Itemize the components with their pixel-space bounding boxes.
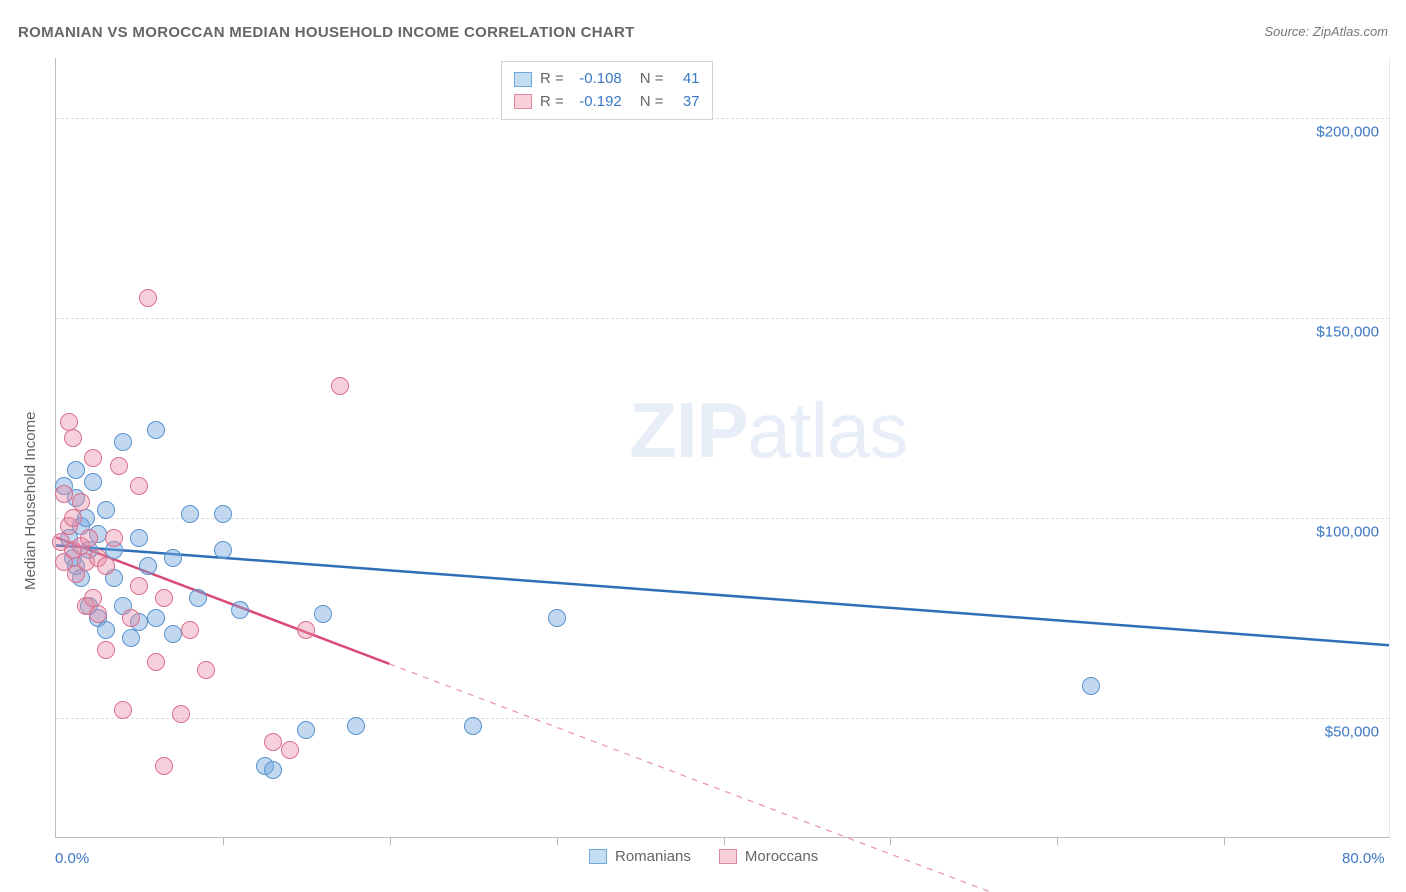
data-point — [264, 733, 282, 751]
x-axis-max-label: 80.0% — [1342, 850, 1385, 867]
x-axis-min-label: 0.0% — [55, 850, 89, 867]
y-tick-label: $100,000 — [1316, 524, 1379, 541]
data-point — [67, 461, 85, 479]
data-point — [97, 501, 115, 519]
r-label: R = — [540, 68, 564, 91]
stats-row: R = -0.192 N = 37 — [514, 91, 700, 114]
data-point — [548, 609, 566, 627]
data-point — [1082, 677, 1100, 695]
n-value: 41 — [672, 68, 700, 91]
watermark: ZIPatlas — [629, 385, 907, 476]
plot-area: ZIPatlas $50,000 $100,000 $150,000 $200,000 — [55, 58, 1390, 838]
legend-label: Romanians — [615, 848, 691, 865]
data-point — [164, 625, 182, 643]
data-point — [172, 705, 190, 723]
gridline — [56, 318, 1389, 319]
x-tick — [557, 837, 558, 845]
data-point — [147, 653, 165, 671]
data-point — [122, 629, 140, 647]
series-swatch — [514, 72, 532, 87]
data-point — [147, 609, 165, 627]
n-label: N = — [640, 91, 664, 114]
legend-item: Romanians — [589, 848, 691, 865]
legend-swatch — [719, 849, 737, 864]
r-value: -0.108 — [572, 68, 622, 91]
data-point — [155, 589, 173, 607]
watermark-rest: atlas — [748, 386, 908, 474]
data-point — [55, 485, 73, 503]
data-point — [110, 457, 128, 475]
watermark-bold: ZIP — [629, 386, 747, 474]
legend-label: Moroccans — [745, 848, 818, 865]
data-point — [164, 549, 182, 567]
trend-line-solid — [56, 545, 1389, 645]
data-point — [281, 741, 299, 759]
data-point — [130, 577, 148, 595]
legend-swatch — [589, 849, 607, 864]
gridline — [56, 518, 1389, 519]
data-point — [347, 717, 365, 735]
data-point — [60, 413, 78, 431]
data-point — [97, 557, 115, 575]
data-point — [139, 289, 157, 307]
data-point — [155, 757, 173, 775]
data-point — [214, 541, 232, 559]
legend-item: Moroccans — [719, 848, 818, 865]
x-tick — [724, 837, 725, 845]
data-point — [89, 605, 107, 623]
r-label: R = — [540, 91, 564, 114]
data-point — [214, 505, 232, 523]
r-value: -0.192 — [572, 91, 622, 114]
x-tick — [890, 837, 891, 845]
chart-title: ROMANIAN VS MOROCCAN MEDIAN HOUSEHOLD IN… — [18, 24, 635, 41]
correlation-chart: ROMANIAN VS MOROCCAN MEDIAN HOUSEHOLD IN… — [0, 0, 1406, 892]
data-point — [130, 477, 148, 495]
data-point — [297, 621, 315, 639]
x-tick — [1224, 837, 1225, 845]
data-point — [130, 529, 148, 547]
correlation-stats-box: R = -0.108 N = 41 R = -0.192 N = 37 — [501, 61, 713, 120]
data-point — [114, 701, 132, 719]
data-point — [84, 449, 102, 467]
n-value: 37 — [672, 91, 700, 114]
data-point — [84, 473, 102, 491]
trend-lines — [56, 58, 1389, 837]
data-point — [122, 609, 140, 627]
n-label: N = — [640, 68, 664, 91]
data-point — [231, 601, 249, 619]
x-tick — [390, 837, 391, 845]
stats-row: R = -0.108 N = 41 — [514, 68, 700, 91]
data-point — [181, 621, 199, 639]
data-point — [147, 421, 165, 439]
data-point — [97, 621, 115, 639]
data-point — [314, 605, 332, 623]
data-point — [97, 641, 115, 659]
data-point — [189, 589, 207, 607]
data-point — [72, 493, 90, 511]
legend: Romanians Moroccans — [589, 848, 818, 865]
data-point — [197, 661, 215, 679]
data-point — [331, 377, 349, 395]
data-point — [64, 509, 82, 527]
data-point — [264, 761, 282, 779]
data-point — [464, 717, 482, 735]
data-point — [105, 529, 123, 547]
x-tick — [1057, 837, 1058, 845]
gridline — [56, 718, 1389, 719]
y-axis-label: Median Household Income — [22, 412, 39, 590]
chart-source: Source: ZipAtlas.com — [1264, 24, 1388, 39]
data-point — [64, 429, 82, 447]
y-tick-label: $200,000 — [1316, 124, 1379, 141]
data-point — [297, 721, 315, 739]
data-point — [114, 433, 132, 451]
data-point — [80, 529, 98, 547]
gridline — [56, 118, 1389, 119]
series-swatch — [514, 94, 532, 109]
y-tick-label: $150,000 — [1316, 324, 1379, 341]
y-tick-label: $50,000 — [1325, 724, 1379, 741]
data-point — [139, 557, 157, 575]
data-point — [181, 505, 199, 523]
x-tick — [223, 837, 224, 845]
